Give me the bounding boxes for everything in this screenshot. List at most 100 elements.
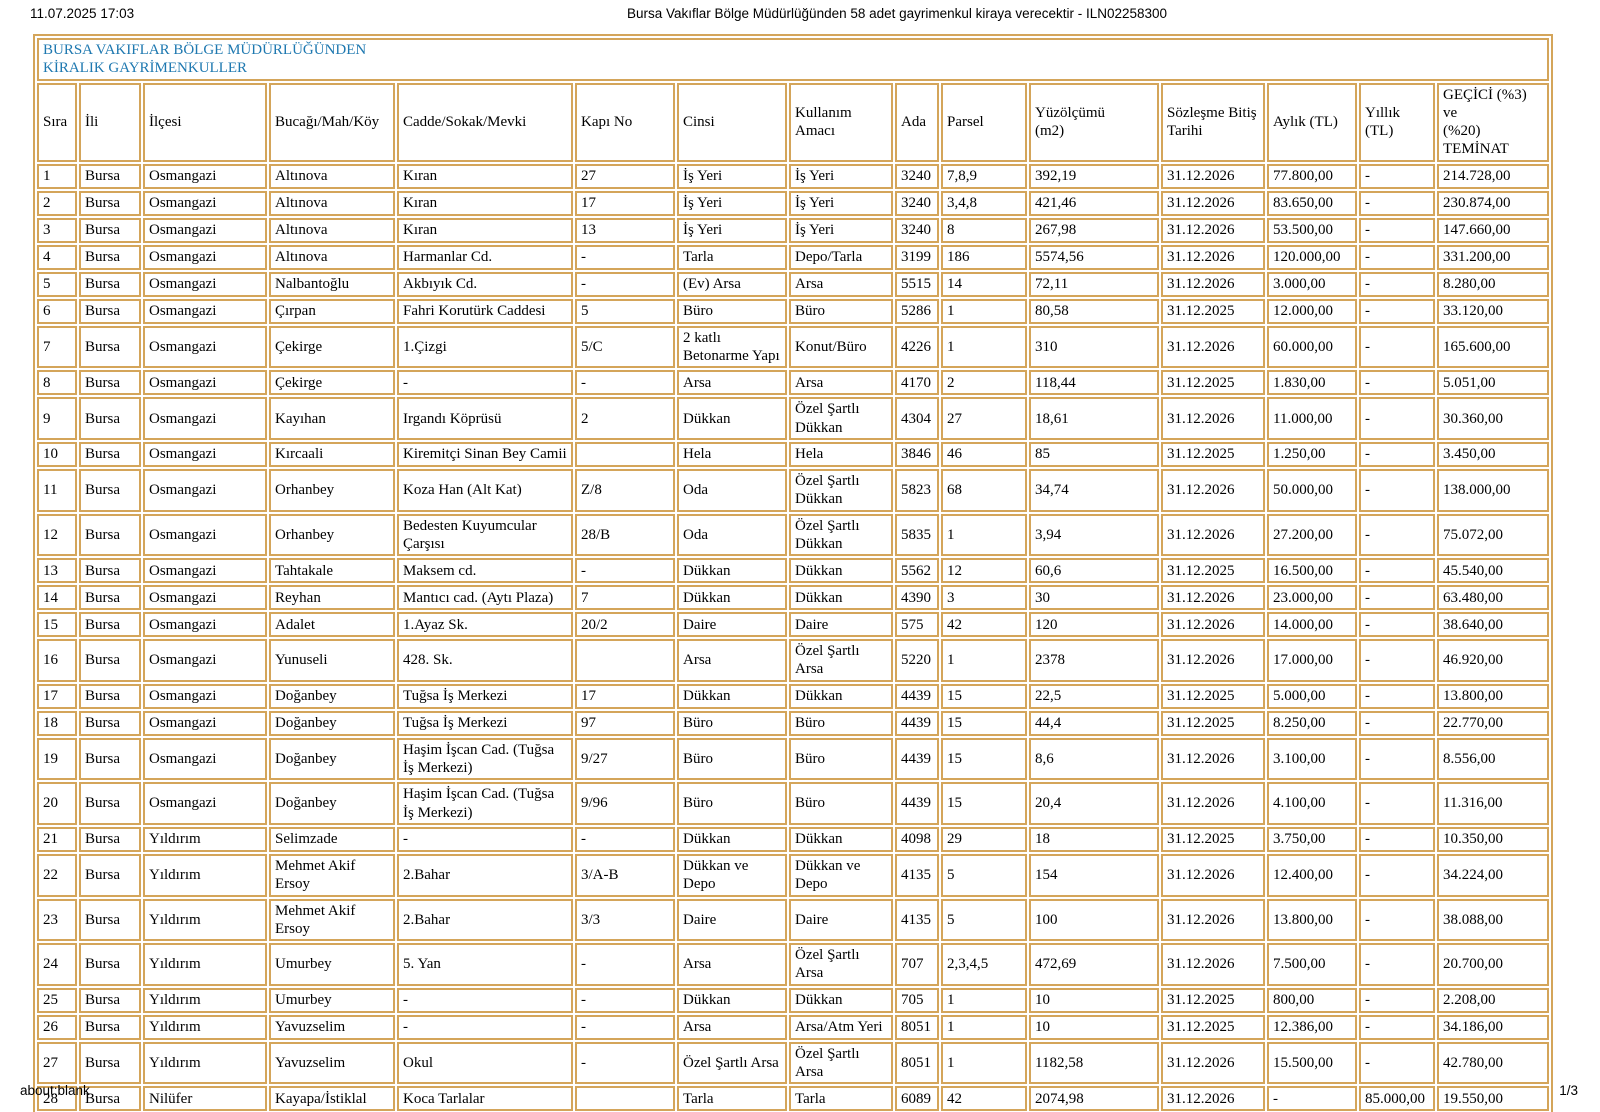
column-header: Kapı No: [575, 82, 675, 162]
table-cell: [575, 1086, 675, 1112]
table-cell: 2: [575, 397, 675, 440]
table-cell: Haşim İşcan Cad. (Tuğsa İş Merkezi): [397, 782, 573, 825]
table-cell: 45.540,00: [1437, 558, 1549, 584]
column-header: GEÇİCİ (%3) ve (%20) TEMİNAT: [1437, 82, 1549, 162]
table-cell: Doğanbey: [269, 737, 395, 781]
table-cell: Dükkan: [789, 987, 893, 1013]
table-cell: -: [575, 244, 675, 270]
table-cell: 31.12.2025: [1161, 826, 1265, 852]
table-cell: 1.250,00: [1267, 441, 1357, 467]
table-cell: Z/8: [575, 468, 675, 512]
table-cell: Kırcaali: [269, 441, 395, 467]
table-cell: Arsa: [677, 1014, 787, 1040]
table-cell: Osmangazi: [143, 397, 267, 440]
table-cell: Irgandı Köprüsü: [397, 397, 573, 440]
table-cell: Bursa: [79, 558, 141, 584]
table-cell: Daire: [789, 612, 893, 638]
table-cell: Özel Şartlı Dükkan: [789, 397, 893, 440]
table-cell: Bursa: [79, 987, 141, 1013]
table-row: 6 Bursa Osmangazi Çırpan Fahri Korutürk Cadd…: [37, 298, 1549, 324]
table-cell: Dükkan: [789, 683, 893, 709]
table-row: 23 Bursa Yıldırım Mehmet Akif Ersoy 2.Bahar 3…: [37, 898, 1549, 942]
table-cell: 331.200,00: [1437, 244, 1549, 270]
column-header: Yıllık (TL): [1359, 82, 1435, 162]
table-cell: -: [1359, 943, 1435, 986]
table-cell: İş Yeri: [789, 217, 893, 243]
table-cell: 50.000,00: [1267, 468, 1357, 512]
print-footer: about:blank 1/3: [20, 1080, 1578, 1098]
table-cell: Bursa: [79, 826, 141, 852]
table-row: 18 Bursa Osmangazi Doğanbey Tuğsa İş Merkezi…: [37, 710, 1549, 736]
table-cell: Özel Şartlı Dükkan: [789, 468, 893, 512]
table-cell: 138.000,00: [1437, 468, 1549, 512]
table-cell: 10: [37, 441, 77, 467]
table-cell: 17.000,00: [1267, 639, 1357, 682]
table-cell: 34.186,00: [1437, 1014, 1549, 1040]
table-cell: -: [1359, 513, 1435, 557]
table-cell: 15.500,00: [1267, 1041, 1357, 1085]
table-cell: 6: [37, 298, 77, 324]
table-cell: Dükkan: [677, 585, 787, 611]
table-cell: Yıldırım: [143, 1041, 267, 1085]
table-cell: 31.12.2025: [1161, 1014, 1265, 1040]
table-cell: Büro: [677, 298, 787, 324]
table-cell: [575, 639, 675, 682]
table-cell: 31.12.2026: [1161, 853, 1265, 897]
table-cell: Daire: [677, 612, 787, 638]
table-cell: -: [1359, 558, 1435, 584]
table-cell: 120.000,00: [1267, 244, 1357, 270]
table-cell: 154: [1029, 853, 1159, 897]
table-cell: Osmangazi: [143, 585, 267, 611]
table-cell: Yavuzselim: [269, 1041, 395, 1085]
table-cell: Dükkan: [677, 987, 787, 1013]
table-cell: 23.000,00: [1267, 585, 1357, 611]
table-row: 21 Bursa Yıldırım Selimzade - - Dükkan Dükkan 40…: [37, 826, 1549, 852]
table-cell: 31.12.2026: [1161, 190, 1265, 216]
column-header: Cinsi: [677, 82, 787, 162]
table-cell: 5: [37, 271, 77, 297]
table-cell: Yıldırım: [143, 943, 267, 986]
table-cell: 31.12.2025: [1161, 558, 1265, 584]
table-cell: Altınova: [269, 190, 395, 216]
table-cell: 2 katlı Betonarme Yapı: [677, 325, 787, 369]
table-cell: Kayapa/İstiklal: [269, 1086, 395, 1112]
table-cell: Reyhan: [269, 585, 395, 611]
table-cell: 27: [575, 163, 675, 189]
table-cell: 3/3: [575, 898, 675, 942]
table-cell: Bursa: [79, 585, 141, 611]
column-header: İlçesi: [143, 82, 267, 162]
table-cell: 11.000,00: [1267, 397, 1357, 440]
table-cell: Bursa: [79, 163, 141, 189]
table-cell: 14: [37, 585, 77, 611]
table-cell: 5835: [895, 513, 939, 557]
table-cell: Altınova: [269, 217, 395, 243]
table-row: 24 Bursa Yıldırım Umurbey 5. Yan - Arsa Özel Şa…: [37, 943, 1549, 986]
table-cell: -: [397, 370, 573, 396]
table-cell: -: [1359, 1041, 1435, 1085]
table-cell: 21: [37, 826, 77, 852]
table-cell: 1: [37, 163, 77, 189]
table-cell: 46: [941, 441, 1027, 467]
table-cell: 11: [37, 468, 77, 512]
table-cell: -: [575, 826, 675, 852]
table-cell: -: [1359, 370, 1435, 396]
table-cell: -: [575, 1041, 675, 1085]
table-cell: 3: [941, 585, 1027, 611]
table-cell: Osmangazi: [143, 325, 267, 369]
table-cell: -: [1359, 441, 1435, 467]
table-cell: 4135: [895, 853, 939, 897]
table-cell: 5: [941, 898, 1027, 942]
table-cell: 42: [941, 612, 1027, 638]
table-cell: 2074,98: [1029, 1086, 1159, 1112]
table-cell: 147.660,00: [1437, 217, 1549, 243]
table-cell: Oda: [677, 468, 787, 512]
column-header: Sıra: [37, 82, 77, 162]
table-cell: -: [397, 826, 573, 852]
table-cell: 5.051,00: [1437, 370, 1549, 396]
table-cell: Özel Şartlı Arsa: [789, 1041, 893, 1085]
table-cell: 3.750,00: [1267, 826, 1357, 852]
table-cell: Bursa: [79, 190, 141, 216]
table-cell: 9/96: [575, 782, 675, 825]
table-cell: 421,46: [1029, 190, 1159, 216]
table-cell: 22,5: [1029, 683, 1159, 709]
